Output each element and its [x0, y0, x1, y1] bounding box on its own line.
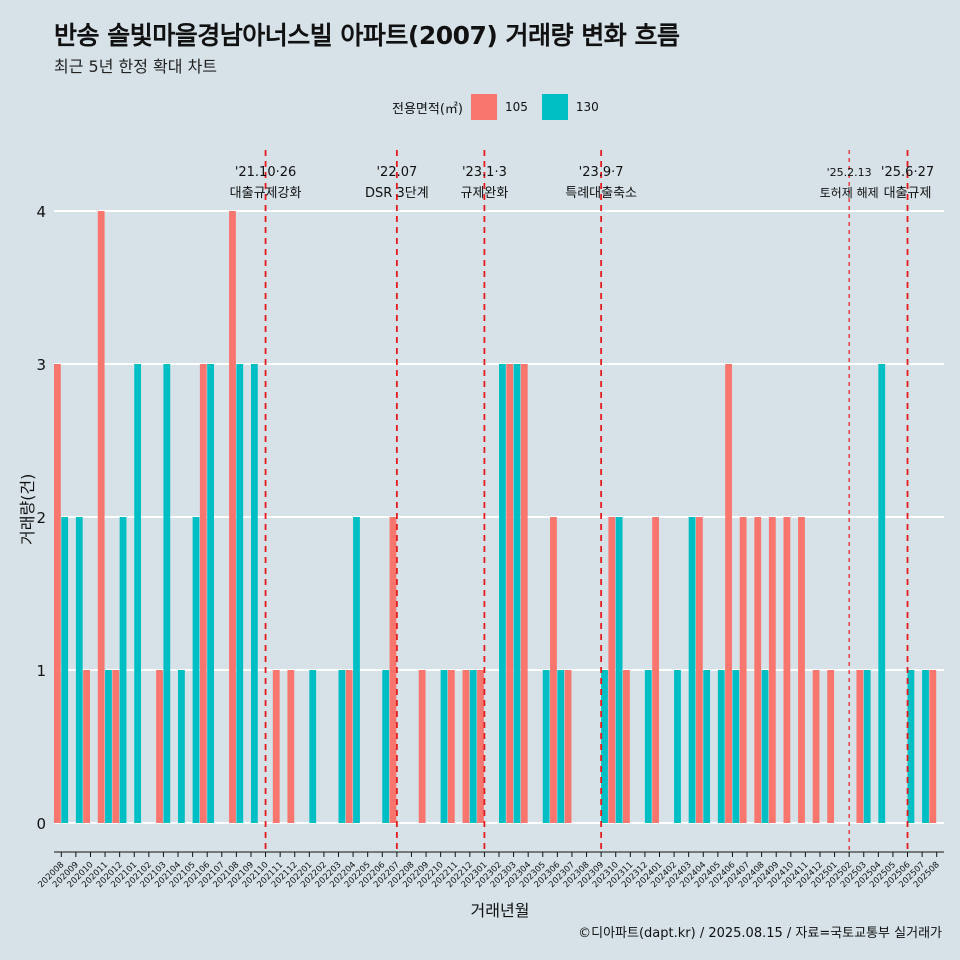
bar-130 [688, 517, 696, 823]
bar-130 [440, 670, 448, 823]
bar-105 [447, 670, 455, 823]
source-caption: ©디아파트(dapt.kr) / 2025.08.15 / 자료=국토교통부 실… [578, 926, 942, 941]
bar-105 [564, 670, 572, 823]
event-date-label: '25.2.13 [827, 166, 872, 179]
bar-105 [783, 517, 791, 823]
bar-130 [105, 670, 112, 823]
bar-105 [229, 211, 236, 823]
bar-105 [97, 211, 105, 823]
bar-105 [156, 670, 163, 823]
bar-130 [119, 517, 127, 823]
bar-105 [725, 364, 732, 823]
event-name-label: 규제완화 [460, 186, 508, 201]
bar-130 [863, 670, 871, 823]
bar-105 [199, 364, 207, 823]
bar-105 [477, 670, 484, 823]
bar-130 [557, 670, 565, 823]
bar-105 [287, 670, 295, 823]
bar-105 [623, 670, 630, 823]
y-tick-label: 2 [36, 509, 46, 527]
bar-105 [929, 670, 937, 823]
bar-105 [768, 517, 776, 823]
bar-105 [652, 517, 659, 823]
chart-subtitle: 최근 5년 한정 확대 차트 [54, 57, 218, 76]
bar-130 [207, 364, 214, 823]
bar-105 [608, 517, 616, 823]
bar-105 [83, 670, 90, 823]
bar-130 [878, 364, 886, 823]
bar-105 [389, 517, 397, 823]
bar-105 [520, 364, 528, 823]
bar-105 [550, 517, 557, 823]
bar-130 [499, 364, 506, 823]
bar-130 [615, 517, 623, 823]
bar-130 [922, 670, 929, 823]
event-name-label: 특례대출축소 [565, 186, 637, 201]
bar-130 [907, 670, 915, 823]
bar-105 [798, 517, 805, 823]
bar-130 [250, 364, 258, 823]
bar-105 [272, 670, 280, 823]
event-date-label: '25.6·27 [881, 165, 934, 180]
bar-130 [601, 670, 608, 823]
bar-130 [163, 364, 171, 823]
bar-105 [506, 364, 514, 823]
bar-130 [236, 364, 244, 823]
bar-105 [418, 670, 426, 823]
legend-label-130: 130 [575, 100, 599, 114]
bar-130 [178, 670, 185, 823]
legend-key-130 [541, 94, 568, 120]
bar-105 [739, 517, 747, 823]
event-date-label: '22.07 [376, 165, 417, 180]
bar-105 [462, 670, 470, 823]
bar-105 [856, 670, 864, 823]
bar-130 [703, 670, 711, 823]
y-tick-label: 4 [36, 203, 46, 221]
bar-105 [695, 517, 703, 823]
bar-130 [192, 517, 200, 823]
y-tick-label: 3 [36, 356, 46, 374]
bar-105 [54, 364, 61, 823]
legend-key-105 [470, 94, 497, 120]
bar-130 [542, 670, 550, 823]
bar-130 [513, 364, 521, 823]
bar-105 [812, 670, 820, 823]
event-date-label: '23.9·7 [579, 165, 624, 180]
x-axis-title: 거래년월 [470, 901, 530, 920]
legend-label-105: 105 [504, 100, 528, 114]
bar-130 [761, 670, 769, 823]
event-name-label: 토허제 해제 [820, 186, 879, 200]
legend: 전용면적(㎡) 105 130 [392, 94, 613, 120]
bar-130 [674, 670, 681, 823]
event-date-label: '21.10·26 [235, 165, 296, 180]
event-name-label: DSR 3단계 [365, 186, 429, 201]
chart-title: 반송 솔빛마을경남아너스빌 아파트(2007) 거래량 변화 흐름 [54, 21, 680, 50]
event-date-label: '23.1·3 [462, 165, 507, 180]
bar-130 [717, 670, 725, 823]
bar-105 [827, 670, 835, 823]
bar-130 [644, 670, 652, 823]
bar-130 [309, 670, 317, 823]
event-name-label: 대출규제강화 [230, 186, 302, 201]
bar-105 [112, 670, 120, 823]
bar-130 [382, 670, 390, 823]
bar-105 [345, 670, 353, 823]
bar-105 [754, 517, 762, 823]
legend-title: 전용면적(㎡) [392, 101, 463, 117]
bar-130 [61, 517, 69, 823]
y-tick-label: 0 [36, 815, 46, 833]
bar-130 [338, 670, 346, 823]
y-tick-label: 1 [36, 662, 46, 680]
bar-130 [732, 670, 740, 823]
bar-130 [469, 670, 477, 823]
bar-130 [75, 517, 83, 823]
bar-130 [353, 517, 360, 823]
bar-130 [134, 364, 142, 823]
event-name-label: 대출규제 [884, 186, 932, 201]
